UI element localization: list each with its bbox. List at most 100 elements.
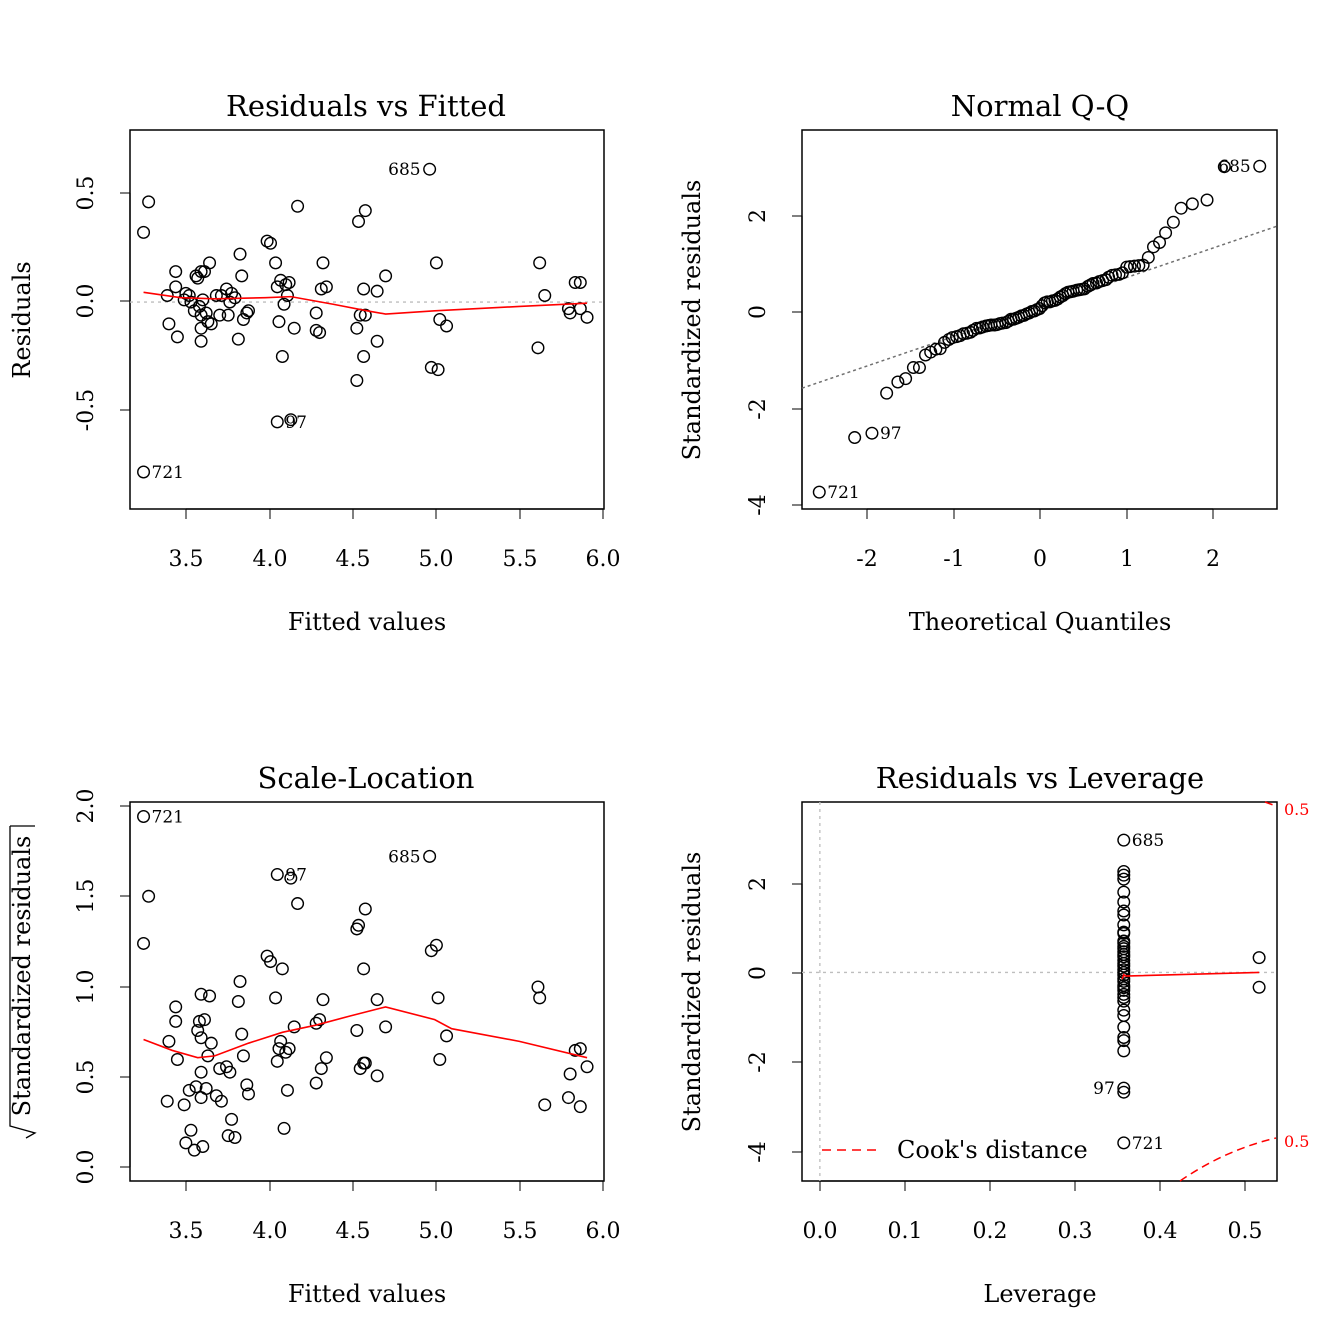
- data-point: [142, 195, 156, 209]
- data-point: [260, 234, 274, 248]
- data-point: [137, 936, 151, 950]
- data-point: [280, 289, 294, 303]
- data-point: [191, 271, 205, 285]
- data-point: [199, 1082, 213, 1096]
- plot-frame: [801, 801, 1278, 1182]
- x-tick-label: 5.0: [419, 547, 454, 572]
- data-point: [1083, 278, 1097, 292]
- data-point: [1117, 1034, 1131, 1048]
- data-point: [350, 1023, 364, 1037]
- data-point: [316, 256, 330, 270]
- data-point: [568, 275, 582, 289]
- data-point: [182, 289, 196, 303]
- data-point: [440, 1029, 454, 1043]
- data-point: [423, 162, 437, 176]
- data-point: [531, 980, 545, 994]
- data-point: [235, 269, 249, 283]
- data-point: [531, 341, 545, 355]
- data-point: [352, 214, 366, 228]
- data-point: [309, 323, 323, 337]
- data-point: [357, 962, 371, 976]
- data-point: [228, 1130, 242, 1144]
- data-point: [137, 810, 151, 824]
- cooks-distance-lines: 0.5 0.5: [1179, 800, 1309, 1182]
- y-axis-label: Residuals: [8, 261, 36, 378]
- data-point: [1185, 197, 1199, 211]
- data-point: [1117, 1136, 1131, 1150]
- data-point: [1117, 908, 1131, 922]
- x-tick-label: 1: [1120, 547, 1134, 572]
- x-tick-label: -1: [943, 547, 964, 572]
- panel-normal-qq: Normal Q-Q Theoretical Quantiles Standar…: [678, 89, 1278, 636]
- data-point: [194, 1065, 208, 1079]
- data-point: [277, 297, 291, 311]
- data-point: [1117, 865, 1131, 879]
- data-point: [1253, 159, 1267, 173]
- data-point: [319, 280, 333, 294]
- data-point: [1123, 260, 1137, 274]
- data-point: [573, 1042, 587, 1056]
- data-point: [241, 1087, 255, 1101]
- data-point: [194, 265, 208, 279]
- data-point: [309, 306, 323, 320]
- data-point: [357, 350, 371, 364]
- data-point: [370, 1069, 384, 1083]
- data-point: [1117, 918, 1131, 932]
- data-point: [1132, 259, 1146, 273]
- data-point: [899, 372, 913, 386]
- data-point: [316, 993, 330, 1007]
- x-tick-label: 3.5: [169, 547, 204, 572]
- data-point: [225, 1112, 239, 1126]
- data-point: [187, 1143, 201, 1157]
- data-point: [199, 306, 213, 320]
- y-axis-label: Standardized residuals: [678, 180, 706, 461]
- x-axis-label: Fitted values: [288, 608, 446, 636]
- data-point: [137, 465, 151, 479]
- data-point: [240, 1078, 254, 1092]
- data-point: [275, 962, 289, 976]
- data-point: [1166, 215, 1180, 229]
- cooks-distance-upper: [1264, 801, 1277, 807]
- chart-title: Normal Q-Q: [951, 89, 1129, 123]
- data-point: [177, 1098, 191, 1112]
- data-point: [563, 1067, 577, 1081]
- data-point: [313, 1013, 327, 1027]
- data-point: [160, 1094, 174, 1108]
- data-point: [370, 284, 384, 298]
- point-label: 685: [388, 160, 420, 180]
- y-tick-label: -0.5: [74, 389, 99, 431]
- data-point: [1117, 833, 1131, 847]
- data-point: [192, 299, 206, 313]
- smooth-line: [143, 1006, 588, 1059]
- y-tick-label: 2: [746, 209, 771, 223]
- data-point: [370, 334, 384, 348]
- data-point: [1117, 1044, 1131, 1058]
- x-axis-label: Leverage: [983, 1280, 1096, 1308]
- data-point: [182, 1083, 196, 1097]
- data-point: [272, 315, 286, 329]
- data-point: [235, 1027, 249, 1041]
- data-point: [291, 897, 305, 911]
- x-axis-label: Fitted values: [288, 1280, 446, 1308]
- x-tick-label: 6.0: [586, 547, 621, 572]
- point-label: 97: [1093, 1079, 1115, 1099]
- data-point: [214, 1094, 228, 1108]
- data-point: [538, 1098, 552, 1112]
- data-marks: 721 97 685: [801, 157, 1278, 503]
- data-point: [357, 282, 371, 296]
- y-axis: -4 -2 0 2: [746, 877, 803, 1163]
- data-point: [533, 991, 547, 1005]
- data-point: [204, 1036, 218, 1050]
- data-point: [313, 326, 327, 340]
- data-point: [906, 361, 920, 375]
- x-tick-label: 2: [1206, 547, 1220, 572]
- data-point: [213, 308, 227, 322]
- x-tick-label: 6.0: [586, 1219, 621, 1244]
- y-tick-label: -4: [746, 494, 771, 515]
- data-point: [282, 275, 296, 289]
- x-axis: -2 -1 0 1 2: [856, 508, 1220, 572]
- data-point: [236, 313, 250, 327]
- y-tick-label: 1.5: [74, 879, 99, 914]
- chart-title: Residuals vs Fitted: [226, 89, 506, 123]
